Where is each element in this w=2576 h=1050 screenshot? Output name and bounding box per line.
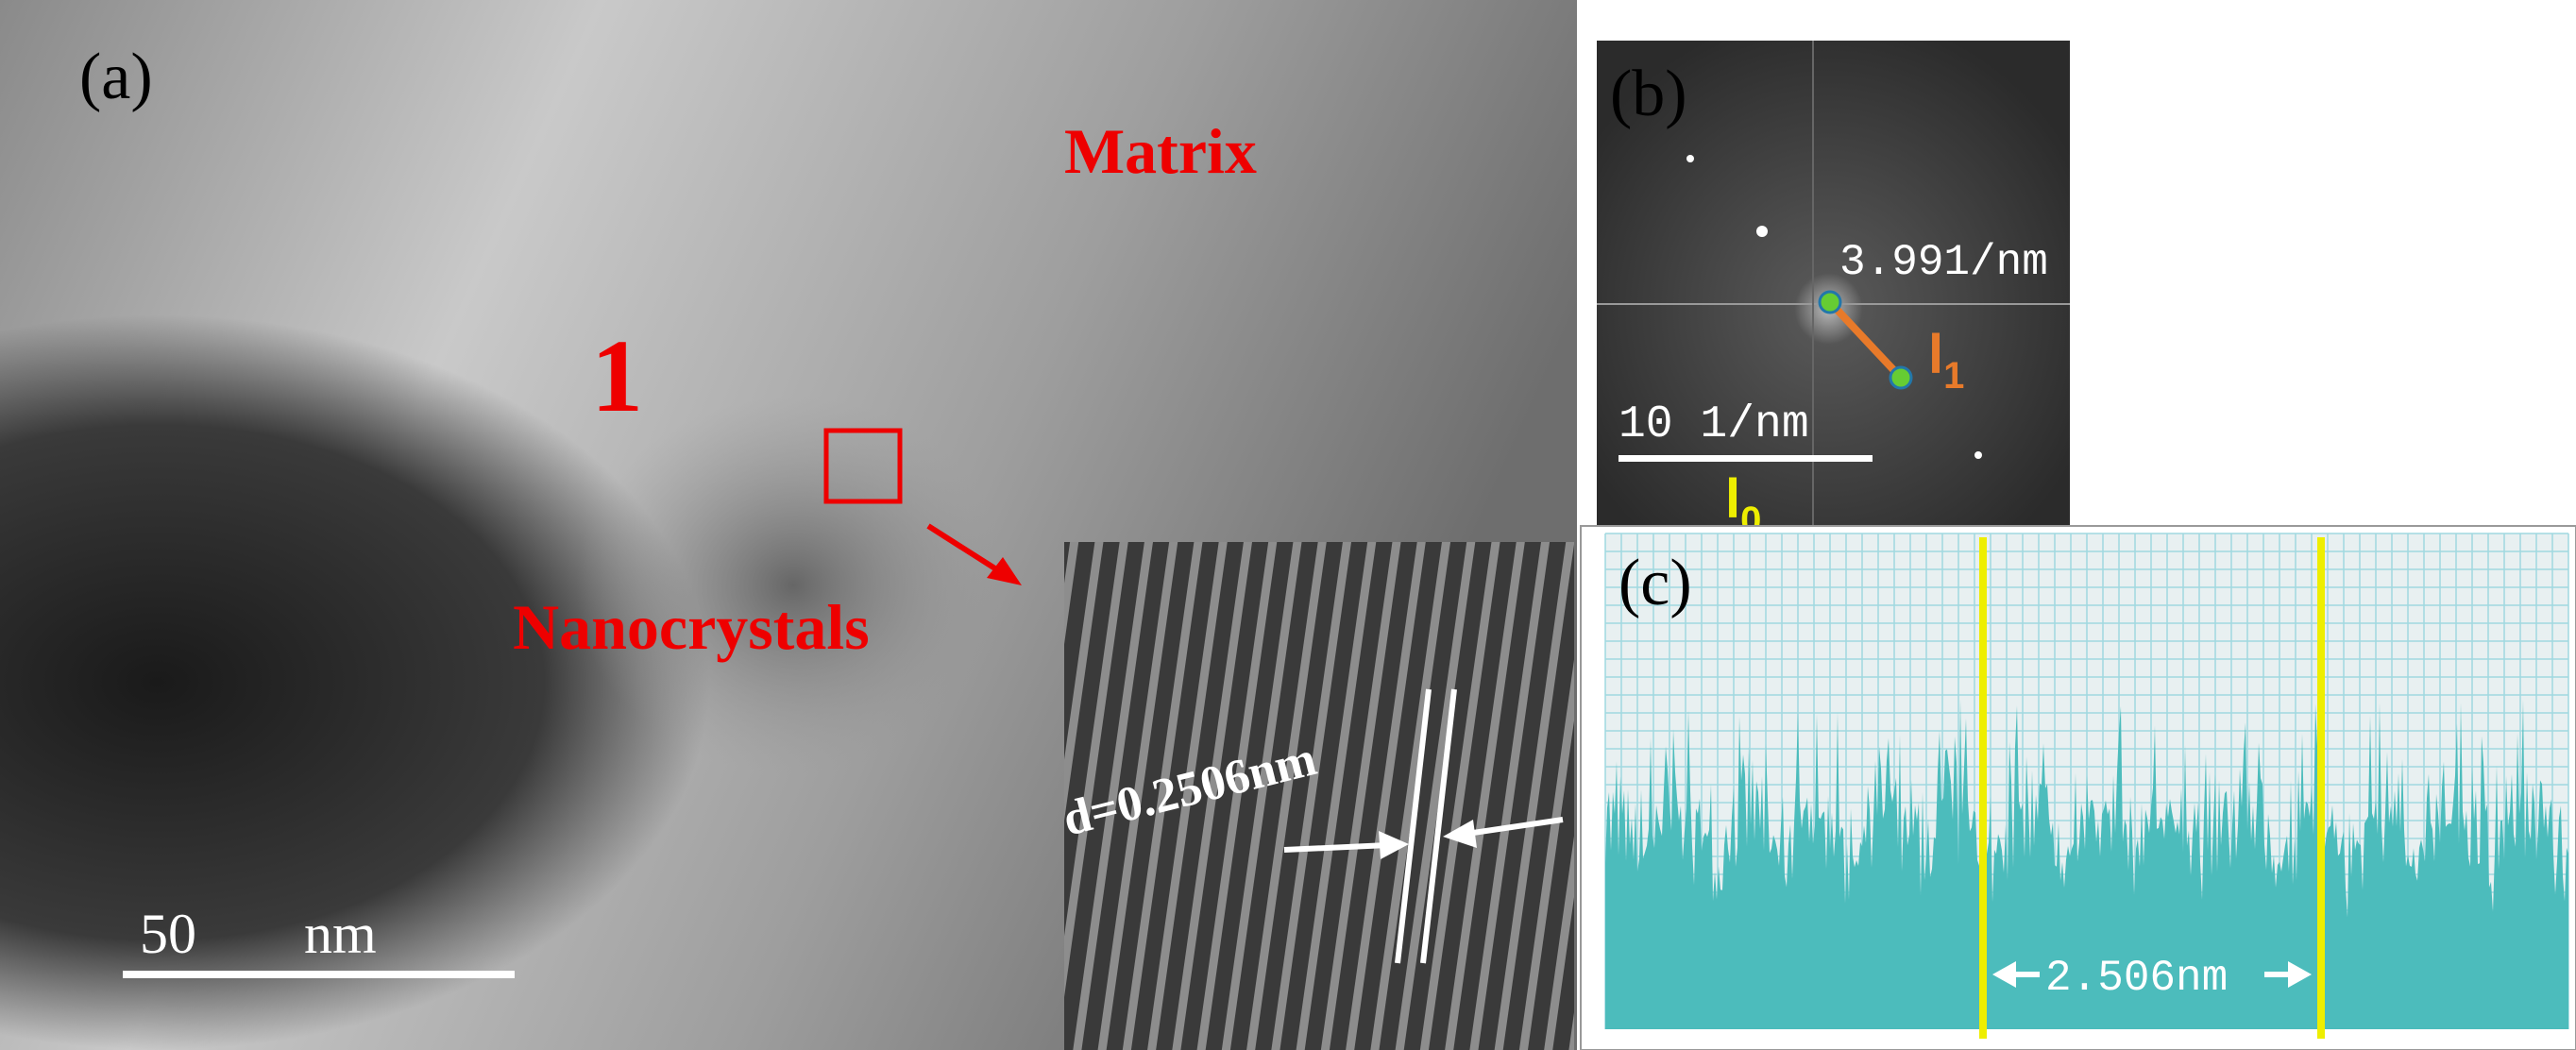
arrow — [1472, 817, 1564, 836]
nanocrystals-label: Nanocrystals — [513, 591, 870, 663]
arrow-head — [1992, 961, 2016, 988]
panel-c: (c) 2.506nm — [1580, 525, 2576, 1050]
measure-line — [1827, 299, 1904, 381]
scale-bar — [1618, 455, 1873, 462]
fringe-marker — [1420, 688, 1457, 964]
hrtem-inset — [1064, 542, 1574, 1050]
l0-main: l — [1725, 468, 1740, 530]
fft-image — [1597, 41, 2070, 537]
panel-a: (a) Matrix 1 Nanocrystals d=0.2506nm 50 … — [0, 0, 1577, 1050]
l1-sub: 1 — [1943, 355, 1964, 397]
diffraction-spot — [1686, 155, 1694, 162]
intensity-profile — [1605, 699, 2568, 1029]
panel-b: (b) 3.991/nm l1 10 1/nm l0 — [1597, 41, 2070, 541]
nanocrystal-region — [576, 397, 1010, 774]
scale-bar-label: 10 1/nm — [1618, 399, 1809, 450]
panel-label: (b) — [1610, 58, 1687, 130]
frequency-label: 3.991/nm — [1839, 238, 2048, 287]
region-label: 1 — [591, 318, 643, 433]
selection-box — [823, 428, 903, 504]
l1-main: l — [1928, 324, 1943, 385]
arrow — [1283, 842, 1389, 853]
arrow-head — [1443, 820, 1477, 848]
diffraction-spot — [1974, 451, 1982, 459]
fringe-marker — [1395, 688, 1432, 964]
panel-label: (c) — [1618, 547, 1692, 619]
distance-label: 2.506nm — [2045, 954, 2228, 1003]
matrix-label: Matrix — [1064, 115, 1257, 187]
arrow-head — [2288, 961, 2312, 988]
l1-label: l1 — [1928, 324, 1964, 397]
diffraction-spot — [1756, 226, 1768, 237]
scale-bar-unit: nm — [304, 903, 377, 965]
measure-point — [1889, 365, 1913, 390]
arrow-head — [987, 557, 1022, 585]
panel-label: (a) — [79, 41, 153, 113]
measure-point — [1818, 290, 1842, 314]
scale-bar-value: 50 — [140, 903, 196, 965]
arrow-head — [1379, 831, 1409, 859]
arrow — [926, 523, 1003, 575]
scale-bar — [123, 971, 515, 978]
